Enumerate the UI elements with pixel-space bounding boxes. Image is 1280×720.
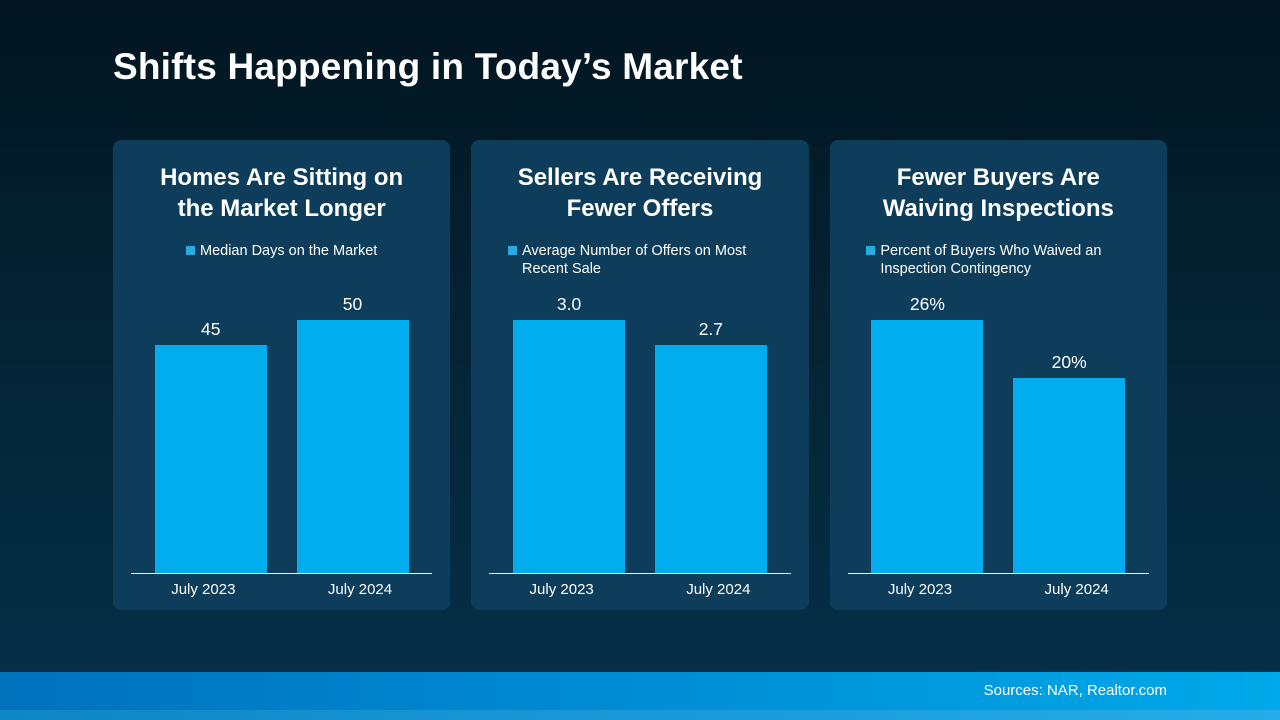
bar-column: 50 xyxy=(296,294,409,573)
x-axis-line xyxy=(131,573,433,574)
bar xyxy=(654,345,767,573)
bar xyxy=(1013,378,1126,573)
chart-title: Fewer Buyers Are Waiving Inspections xyxy=(882,164,1114,222)
bar xyxy=(871,320,984,573)
x-axis-line xyxy=(847,573,1149,574)
legend-square-icon xyxy=(186,246,195,255)
chart-panel-days-on-market: Homes Are Sitting on the Market Longer M… xyxy=(113,140,451,610)
chart-title: Homes Are Sitting on the Market Longer xyxy=(160,164,404,222)
bar xyxy=(154,345,267,573)
category-label: July 2024 xyxy=(686,581,751,598)
legend-square-icon xyxy=(507,246,517,255)
category-label: July 2023 xyxy=(887,581,953,598)
chart-legend: Median Days on the Market xyxy=(125,242,438,286)
footer-accent-band: Sources: NAR, Realtor.com xyxy=(0,672,1280,710)
category-label: July 2024 xyxy=(1044,581,1109,598)
bar-value-label: 20% xyxy=(1051,352,1087,372)
page-title: Shifts Happening in Today’s Market xyxy=(113,46,743,87)
bar-value-label: 45 xyxy=(201,319,221,339)
bar-plot: 26% 20% xyxy=(842,286,1155,573)
bar-value-label: 3.0 xyxy=(556,294,582,314)
chart-title: Sellers Are Receiving Fewer Offers xyxy=(517,164,763,222)
bar xyxy=(513,320,626,573)
category-label: July 2023 xyxy=(529,581,594,598)
bar-column: 2.7 xyxy=(654,319,767,573)
x-axis-line xyxy=(489,573,791,574)
footer-bottom-strip xyxy=(0,710,1280,720)
chart-legend: Average Number of Offers on Most Recent … xyxy=(483,242,796,286)
category-label: July 2024 xyxy=(327,581,393,598)
bar-value-label: 2.7 xyxy=(698,319,724,339)
bar-column: 26% xyxy=(871,294,984,573)
sources-text: Sources: NAR, Realtor.com xyxy=(983,682,1167,699)
x-axis-labels: July 2023 July 2024 xyxy=(125,574,438,600)
legend-label: Median Days on the Market xyxy=(200,243,378,259)
bar xyxy=(296,320,409,573)
chart-legend: Percent of Buyers Who Waived an Inspecti… xyxy=(842,242,1155,286)
bar-column: 3.0 xyxy=(513,294,626,573)
legend-label: Percent of Buyers Who Waived an Inspecti… xyxy=(880,243,1102,277)
bar-column: 45 xyxy=(154,319,267,573)
bar-column: 20% xyxy=(1013,352,1126,573)
bar-value-label: 50 xyxy=(342,294,363,314)
category-label: July 2023 xyxy=(171,581,236,598)
chart-panel-inspections: Fewer Buyers Are Waiving Inspections Per… xyxy=(829,140,1167,610)
chart-panel-offers: Sellers Are Receiving Fewer Offers Avera… xyxy=(471,140,809,610)
legend-label: Average Number of Offers on Most Recent … xyxy=(521,243,747,277)
legend-square-icon xyxy=(866,246,876,255)
x-axis-labels: July 2023 July 2024 xyxy=(483,574,796,600)
bar-plot: 3.0 2.7 xyxy=(483,286,796,573)
panels-row: Homes Are Sitting on the Market Longer M… xyxy=(113,140,1167,610)
x-axis-labels: July 2023 July 2024 xyxy=(842,574,1155,600)
bar-value-label: 26% xyxy=(909,294,945,314)
bar-plot: 45 50 xyxy=(125,286,438,573)
